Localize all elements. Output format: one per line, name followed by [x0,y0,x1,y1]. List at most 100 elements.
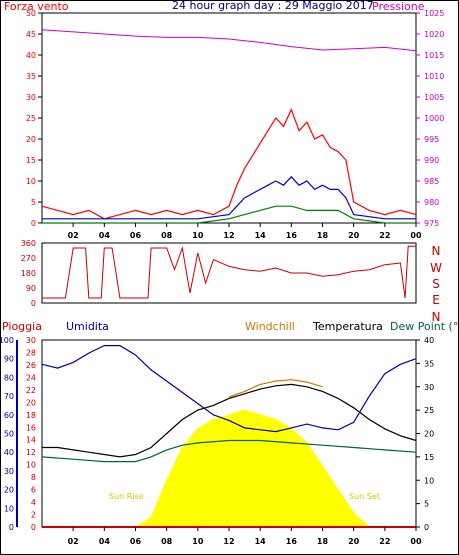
rain-y-tick-label: 28 [26,348,36,357]
weather-x-tick-label: 10 [192,537,204,546]
direction-y-tick-label: 180 [21,269,36,278]
wind-y-tick-label: 25 [26,114,36,123]
rain-y-tick-label: 16 [26,423,36,432]
temperature-y-tick-label: 35 [424,359,434,368]
rain-y-tick-label: 8 [31,473,36,482]
direction-y-tick-label: 270 [21,254,36,263]
series-humidity-line [41,345,417,433]
series-pressure-line [41,29,417,52]
pressure-label: Pressione [372,0,425,13]
humidity-y-tick-label: 10 [4,504,14,513]
wind-x-tick-label: 20 [348,231,360,240]
compass-label: W [430,261,442,275]
wind-x-tick-label: 16 [286,231,298,240]
wind-y-tick-label: 30 [26,93,36,102]
pressure-y-tick-label: 1005 [424,93,444,102]
humidity-label: Umidita [66,320,109,333]
rain-y-tick-label: 0 [31,523,36,532]
pressure-y-tick-label: 990 [424,156,439,165]
humidity-y-tick-label: 50 [4,430,14,439]
wind-y-tick-label: 20 [26,135,36,144]
temperature-y-tick-label: 40 [424,336,434,345]
pressure-y-tick-label: 1010 [424,72,444,81]
rain-y-tick-label: 10 [26,461,36,470]
sun-set-label: Sun Set [349,492,380,501]
temperature-y-tick-label: 10 [424,476,434,485]
rain-y-tick-label: 12 [26,448,36,457]
rain-y-tick-label: 26 [26,361,36,370]
rain-y-tick-label: 4 [31,498,36,507]
series-gust-line [41,108,417,220]
temperature-y-tick-label: 0 [424,523,429,532]
rain-y-tick-label: 6 [31,486,36,495]
wind-y-tick-label: 10 [26,177,36,186]
wind-x-tick-label: 12 [223,231,234,240]
weather-x-tick-label: 00 [410,537,422,546]
wind-x-tick-label: 18 [317,231,329,240]
weather-x-tick-label: 08 [161,537,173,546]
temperature-label: Temperatura [312,320,383,333]
series-solar-area [133,409,371,528]
wind-y-tick-label: 40 [26,51,36,60]
direction-plot-area [41,242,417,304]
wind-y-tick-label: 35 [26,72,36,81]
weather-x-tick-label: 20 [348,537,360,546]
weather-x-tick-label: 04 [99,537,111,546]
humidity-y-tick-label: 0 [9,523,14,532]
humidity-y-tick-label: 70 [4,392,14,401]
weather-x-tick-label: 14 [255,537,267,546]
dew-point-label: Dew Point (°C [390,320,459,333]
temperature-y-tick-label: 25 [424,406,434,415]
wind-y-tick-label: 50 [26,9,36,18]
wind-x-tick-label: 22 [379,231,390,240]
weather-x-tick-label: 06 [130,537,142,546]
wind-y-tick-label: 15 [26,156,36,165]
weather-x-tick-label: 22 [379,537,390,546]
compass-label: N [432,310,441,324]
wind-speed-label: Forza vento [4,0,69,13]
graph-title: 24 hour graph day : 29 Maggio 2017 [172,0,374,12]
humidity-y-tick-label: 40 [4,448,14,457]
wind-panel: 0510152025303540455097598098599099510001… [26,9,445,240]
pressure-y-tick-label: 995 [424,135,439,144]
wind-x-tick-label: 00 [410,231,422,240]
direction-y-tick-label: 0 [31,299,36,308]
temperature-y-tick-label: 5 [424,500,429,509]
series-temperature-line [42,383,417,458]
temperature-y-tick-label: 30 [424,383,434,392]
humidity-y-tick-label: 60 [4,411,14,420]
pressure-y-tick-label: 985 [424,177,439,186]
rain-y-tick-label: 24 [26,373,36,382]
weather-x-tick-label: 18 [317,537,329,546]
compass-label: E [432,293,440,307]
weather-x-tick-label: 12 [223,537,234,546]
weather-x-tick-label: 02 [68,537,79,546]
wind-x-tick-label: 06 [130,231,142,240]
wind-y-tick-label: 45 [26,30,36,39]
wind-x-tick-label: 02 [68,231,79,240]
rain-y-tick-label: 18 [26,411,36,420]
rain-y-tick-label: 2 [31,511,36,520]
pressure-y-tick-label: 1020 [424,30,444,39]
weather-x-tick-label: 16 [286,537,298,546]
pressure-y-tick-label: 1000 [424,114,444,123]
series-windchill-line [228,379,323,398]
rain-y-tick-label: 30 [26,336,36,345]
temperature-y-tick-label: 15 [424,453,434,462]
humidity-y-tick-label: 80 [4,373,14,382]
humidity-y-tick-label: 100 [0,336,14,345]
pressure-y-tick-label: 1015 [424,51,444,60]
wind-y-tick-label: 5 [31,198,36,207]
temperature-y-tick-label: 20 [424,430,434,439]
series-min-line [42,205,416,224]
wind-plot-area [41,12,417,224]
series-direction-line [42,245,416,299]
rain-y-tick-label: 22 [26,386,36,395]
windchill-label: Windchill [245,320,295,333]
direction-y-tick-label: 90 [26,284,36,293]
wind-y-tick-label: 0 [31,219,36,228]
humidity-y-tick-label: 90 [4,355,14,364]
wind-x-tick-label: 14 [255,231,267,240]
